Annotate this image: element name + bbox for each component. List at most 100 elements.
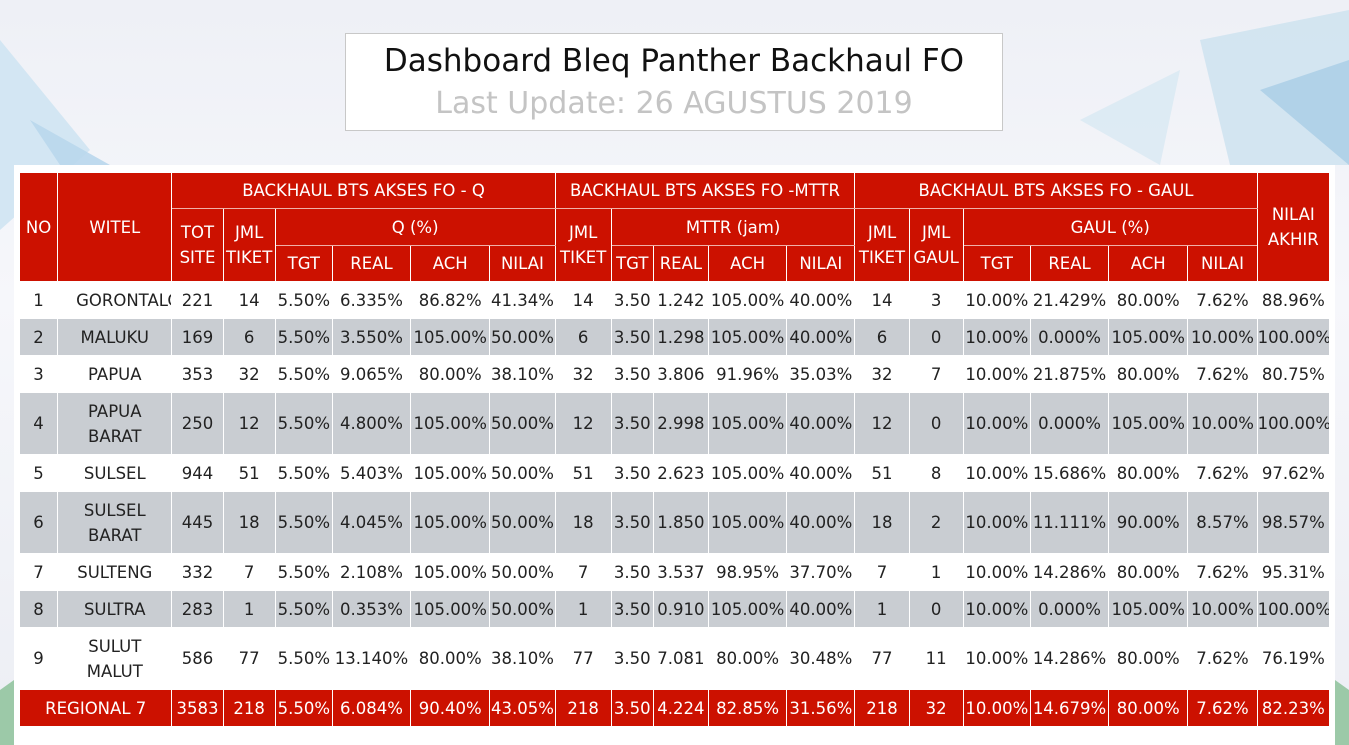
table-cell: 91.96% [707,355,788,393]
table-cell: 3.50 [610,355,654,393]
table-cell: 95.31% [1256,553,1331,591]
witel-cell: SULUT MALUT [57,627,173,690]
table-body: 1 GORONTALO 221 14 5.50% 6.335% 86.82% 41.34% 14… [18,281,1331,690]
header-tot-site: TOT SITE [171,208,224,282]
table-cell: 10.00% [1187,590,1258,628]
table-row: 1 GORONTALO 221 14 5.50% 6.335% 86.82% 41.34% 14… [18,281,1331,319]
header-gaul-tgt: TGT [962,245,1031,282]
table-cell: 2.623 [652,454,709,492]
last-update: Last Update: 26 AGUSTUS 2019 [435,86,913,121]
table-cell: 8 [18,590,59,628]
total-row: REGIONAL 7 3583 218 5.50% 6.084% 90.40% 43.05%… [18,689,1331,727]
total-cell: 31.56% [786,689,856,727]
table-cell: 10.00% [1187,318,1258,356]
table-cell: 5 [18,454,59,492]
table-cell: 80.00% [1108,627,1189,690]
table-cell: 10.00% [962,553,1031,591]
table-cell: 50.00% [489,318,556,356]
table-cell: 5.50% [274,553,333,591]
table-cell: 80.00% [410,627,491,690]
table-cell: 90.00% [1108,491,1189,554]
header-no: NO [18,172,59,282]
table-cell: 14 [854,281,910,319]
table-cell: 3 [18,355,59,393]
total-cell: 3583 [171,689,224,727]
table-panel: NO WITEL BACKHAUL BTS AKSES FO - Q BACKH… [14,165,1335,745]
table-cell: 3.806 [652,355,709,393]
header-mttr-ach: ACH [707,245,788,282]
table-cell: 9.065% [331,355,412,393]
table-cell: 1.298 [652,318,709,356]
header-q-jml-tiket: JML TIKET [222,208,276,282]
table-cell: 2.108% [331,553,412,591]
table-cell: 10.00% [962,590,1031,628]
table-cell: 0 [908,590,964,628]
table-cell: 32 [554,355,612,393]
table-cell: 586 [171,627,224,690]
table-row: 7 SULTENG 332 7 5.50% 2.108% 105.00% 50.00% 7 3.5… [18,553,1331,591]
table-cell: 40.00% [786,590,856,628]
table-cell: 38.10% [489,355,556,393]
table-cell: 2.998 [652,392,709,455]
header-jml-gaul: JML GAUL [908,208,964,282]
table-cell: 7 [18,553,59,591]
table-cell: 7.081 [652,627,709,690]
header-mttr-jml-tiket: JML TIKET [554,208,612,282]
table-cell: 0.000% [1029,318,1110,356]
total-label: REGIONAL 7 [18,689,173,727]
table-cell: 51 [554,454,612,492]
total-cell: 10.00% [962,689,1031,727]
table-cell: 11 [908,627,964,690]
table-cell: 250 [171,392,224,455]
table-cell: 3.50 [610,553,654,591]
table-cell: 445 [171,491,224,554]
total-cell: 7.62% [1187,689,1258,727]
table-row: 6 SULSEL BARAT 445 18 5.50% 4.045% 105.00% 50.0… [18,491,1331,554]
table-cell: 353 [171,355,224,393]
header-gaul-jml-tiket: JML TIKET [854,208,910,282]
table-cell: 105.00% [410,454,491,492]
table-cell: 105.00% [707,454,788,492]
table-cell: 221 [171,281,224,319]
table-cell: 5.50% [274,281,333,319]
header-mttr-real: REAL [652,245,709,282]
table-cell: 80.00% [707,627,788,690]
table-cell: 8 [908,454,964,492]
table-cell: 6.335% [331,281,412,319]
table-cell: 2 [908,491,964,554]
header-group-q: BACKHAUL BTS AKSES FO - Q [171,172,556,209]
table-cell: 0.000% [1029,590,1110,628]
table-cell: 5.50% [274,454,333,492]
table-cell: 88.96% [1256,281,1331,319]
table-cell: 18 [222,491,276,554]
table-cell: 10.00% [962,454,1031,492]
table-cell: 100.00% [1256,318,1331,356]
table-cell: 3.50 [610,491,654,554]
table-cell: 7 [908,355,964,393]
table-cell: 97.62% [1256,454,1331,492]
table-cell: 6 [554,318,612,356]
table-cell: 100.00% [1256,590,1331,628]
table-cell: 10.00% [962,318,1031,356]
total-cell: 82.85% [707,689,788,727]
table-cell: 105.00% [1108,392,1189,455]
table-cell: 5.50% [274,392,333,455]
header-mttr-jam: MTTR (jam) [610,208,856,246]
table-cell: 80.00% [410,355,491,393]
header-witel: WITEL [57,172,173,282]
total-cell: 218 [554,689,612,727]
header-q-tgt: TGT [274,245,333,282]
table-cell: 50.00% [489,454,556,492]
total-cell: 4.224 [652,689,709,727]
table-cell: 105.00% [707,318,788,356]
table-cell: 7 [554,553,612,591]
table-cell: 40.00% [786,281,856,319]
table-cell: 4.800% [331,392,412,455]
table-cell: 80.00% [1108,454,1189,492]
table-cell: 38.10% [489,627,556,690]
table-cell: 5.403% [331,454,412,492]
table-cell: 80.00% [1108,553,1189,591]
table-row: 9 SULUT MALUT 586 77 5.50% 13.140% 80.00% 38.10… [18,627,1331,690]
header-gaul-ach: ACH [1108,245,1189,282]
header-mttr-tgt: TGT [610,245,654,282]
